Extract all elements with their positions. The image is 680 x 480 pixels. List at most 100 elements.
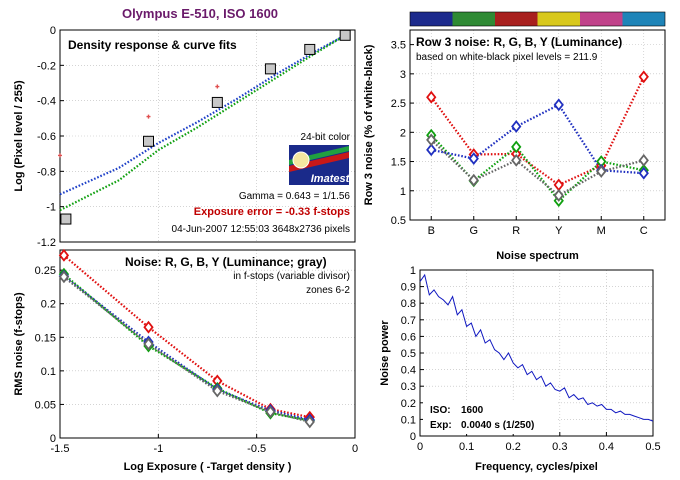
density-title: Density response & curve fits xyxy=(68,38,237,52)
noise-rgby-panel: -1.5 -1 -0.5 0 0 0.05 0.1 0.15 0.2 0.25 RMS noise … xyxy=(13,248,358,473)
noise-subtitle-1: in f-stops (variable divisor) xyxy=(233,271,350,282)
noise-series-marker xyxy=(58,270,70,284)
color-swatch xyxy=(495,12,538,26)
row3-ytick-label: 2 xyxy=(400,127,406,139)
density-gray-patch xyxy=(211,96,223,108)
power-ytick-label: 0 xyxy=(410,431,416,443)
color-swatch xyxy=(580,12,623,26)
power-ytick-label: 1 xyxy=(410,265,416,277)
row3-series-marker xyxy=(511,140,522,154)
noise-power-panel: 0 0.1 0.2 0.3 0.4 0.5 0 0.1 0.2 0.3 0.4 0.5 0.6 0.7 0.… xyxy=(379,265,661,473)
noise-series-marker xyxy=(143,337,154,351)
noise-xtick-label: -1 xyxy=(153,443,163,455)
row3-series-marker xyxy=(511,120,522,133)
row3-xtick-label: C xyxy=(640,225,648,237)
color-swatch xyxy=(622,12,665,26)
power-ytick-label: 0.5 xyxy=(401,348,416,360)
row3-xtick-label: B xyxy=(428,225,435,237)
row3-x-axis-label: Noise spectrum xyxy=(496,250,579,262)
row3-ytick-label: 0.5 xyxy=(391,215,406,227)
density-response-panel: -1.2 -1 -0.8 -0.6 -0.4 -0.2 0 Log (Pixel level … xyxy=(13,25,356,249)
noise-ytick-label: 0.2 xyxy=(41,299,56,311)
iso-value: 1600 xyxy=(461,405,484,416)
density-y-axis-label: Log (Pixel level / 255) xyxy=(13,80,25,192)
density-gray-patch xyxy=(60,213,72,225)
power-xtick-label: 0.3 xyxy=(552,441,567,453)
density-ytick-label: -0.2 xyxy=(37,60,56,72)
noise-y-axis-label: RMS noise (f-stops) xyxy=(13,292,25,396)
density-ytick-label: -1 xyxy=(46,202,56,214)
row3-series-line xyxy=(430,139,645,197)
row3-ytick-label: 3.5 xyxy=(391,40,406,52)
noise-series-marker xyxy=(143,320,154,334)
row3-series-marker xyxy=(638,153,649,167)
density-gray-patch xyxy=(339,29,351,41)
row3-xtick-label: G xyxy=(469,225,478,237)
figure-title: Olympus E-510, ISO 1600 xyxy=(122,6,278,21)
color-swatch xyxy=(537,12,580,26)
row3-series-marker xyxy=(511,153,522,167)
noise-ytick-label: 0.1 xyxy=(41,366,56,378)
row3-xtick-label: Y xyxy=(555,225,563,237)
imatest-logo: Imatest xyxy=(289,145,351,185)
row3-ytick-label: 2.5 xyxy=(391,98,406,110)
row3-xtick-label: R xyxy=(512,225,520,237)
row3-ytick-label: 1 xyxy=(400,186,406,198)
row3-series-marker xyxy=(468,152,479,166)
row3-series-marker xyxy=(426,90,437,104)
row3-series-line xyxy=(431,103,644,175)
logo-text: Imatest xyxy=(311,173,351,185)
row3-subtitle: based on white-black pixel levels = 211.… xyxy=(416,52,598,63)
row3-noise-panel: B G R Y M C 0.5 1 1.5 2 2.5 3 3.5 Row 3 noise (% of w… xyxy=(363,11,666,262)
logo-sun xyxy=(292,151,310,169)
density-ytick-label: -1.2 xyxy=(37,237,56,249)
power-xtick-label: 0.2 xyxy=(506,441,521,453)
noise-series-marker xyxy=(265,405,276,419)
power-ytick-label: 0.1 xyxy=(401,414,416,426)
row3-series-marker xyxy=(596,165,607,178)
row3-series-marker xyxy=(638,70,649,84)
row3-ytick-label: 3 xyxy=(400,69,406,81)
noise-ytick-label: 0.25 xyxy=(35,265,56,277)
power-ytick-label: 0.7 xyxy=(401,315,416,327)
noise-plot-area xyxy=(60,250,355,438)
power-y-axis-label: Noise power xyxy=(379,320,391,386)
timestamp-label: 04-Jun-2007 12:55:03 3648x2736 pixels xyxy=(172,224,350,235)
power-ytick-label: 0.9 xyxy=(401,282,416,294)
row3-frame xyxy=(409,29,666,221)
noise-series-marker xyxy=(212,384,223,398)
noise-xtick-label: 0 xyxy=(352,443,358,455)
density-ytick-label: -0.8 xyxy=(37,166,56,178)
density-red-point xyxy=(146,114,151,119)
color-swatch xyxy=(410,12,453,26)
exp-value: 0.0040 s (1/250) xyxy=(461,420,534,431)
noise-series-marker xyxy=(304,415,315,429)
row3-xtick-label: M xyxy=(597,225,606,237)
noise-title: Noise: R, G, B, Y (Luminance; gray) xyxy=(125,255,327,269)
power-xtick-label: 0.1 xyxy=(459,441,474,453)
row3-series-marker xyxy=(638,166,649,180)
density-red-point xyxy=(58,153,62,158)
power-ytick-label: 0.4 xyxy=(401,365,416,377)
density-gray-patch xyxy=(304,43,316,55)
density-fit-line xyxy=(59,34,346,212)
density-ytick-label: -0.6 xyxy=(37,131,56,143)
exp-label: Exp: xyxy=(430,420,452,431)
color-swatch xyxy=(452,12,495,26)
power-ytick-label: 0.8 xyxy=(401,298,416,310)
noise-xtick-label: -1.5 xyxy=(51,443,70,455)
row3-series-marker xyxy=(553,98,564,112)
power-xtick-label: 0.5 xyxy=(645,441,660,453)
row3-series-marker xyxy=(426,133,437,147)
power-xtick-label: 0 xyxy=(417,441,423,453)
density-red-point xyxy=(215,84,220,89)
power-ytick-label: 0.6 xyxy=(401,331,416,343)
row3-series-marker xyxy=(553,189,564,202)
row3-ytick-label: 1.5 xyxy=(391,157,406,169)
info-box xyxy=(423,400,558,434)
noise-subtitle-2: zones 6-2 xyxy=(306,285,350,296)
power-xtick-label: 0.4 xyxy=(599,441,614,453)
row3-series-marker xyxy=(426,143,437,157)
color-bar-frame xyxy=(409,11,666,27)
